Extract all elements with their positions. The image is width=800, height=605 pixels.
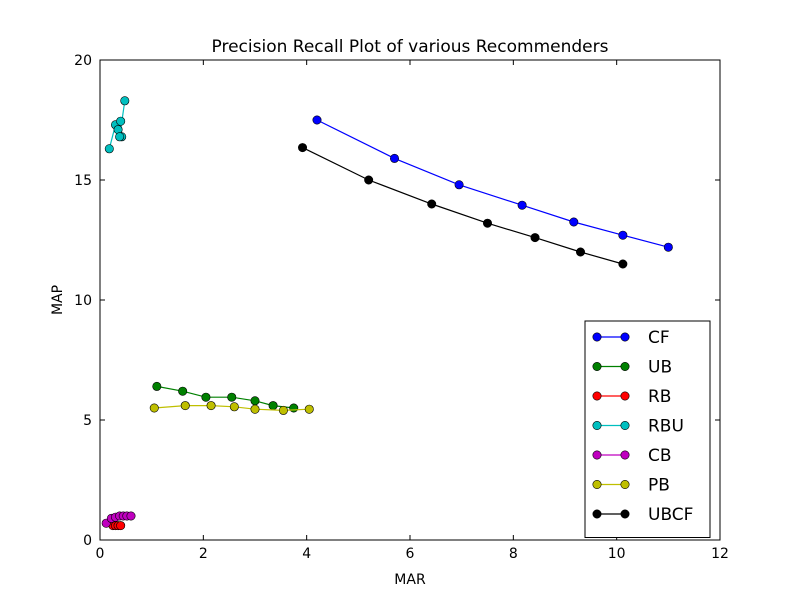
data-point [227, 392, 237, 402]
y-tick-label: 5 [83, 413, 92, 429]
legend-entry: PB [592, 476, 670, 496]
legend-marker [620, 450, 630, 460]
legend-label: UBCF [648, 505, 693, 525]
legend-entry: CF [592, 328, 670, 348]
data-point [289, 403, 299, 413]
data-point [312, 115, 322, 125]
data-point [116, 116, 126, 126]
x-tick-label: 4 [302, 546, 311, 562]
legend-marker [620, 509, 630, 519]
legend-label: RBU [648, 417, 684, 437]
data-point [250, 404, 260, 414]
data-point [618, 230, 628, 240]
data-point [454, 180, 464, 190]
data-point [201, 392, 211, 402]
x-tick-label: 6 [406, 546, 415, 562]
x-tick-label: 0 [96, 546, 105, 562]
legend-label: CF [648, 328, 670, 348]
x-tick-label: 12 [711, 546, 729, 562]
series-ub [152, 381, 299, 413]
series-rbu [104, 96, 130, 154]
data-point [298, 143, 308, 153]
legend-label: UB [648, 358, 672, 378]
data-point [304, 404, 314, 414]
legend-marker [592, 509, 602, 519]
x-tick-label: 2 [199, 546, 208, 562]
data-point [116, 521, 126, 531]
data-point [250, 396, 260, 406]
legend-label: PB [648, 476, 670, 496]
data-point [120, 96, 130, 106]
legend-marker [592, 479, 602, 489]
legend-marker [592, 391, 602, 401]
data-point [115, 132, 125, 142]
legend-box [584, 320, 711, 538]
legend: CF UB RB RBU CB PB UBCF [584, 320, 711, 538]
data-point [180, 401, 190, 411]
data-point [482, 218, 492, 228]
data-point [178, 386, 188, 396]
data-point [575, 247, 585, 257]
data-point [104, 144, 114, 154]
series-cf [312, 115, 673, 252]
legend-entry: UBCF [592, 505, 693, 525]
legend-marker [620, 361, 630, 371]
data-point [569, 217, 579, 227]
data-point [427, 199, 437, 209]
legend-entry: UB [592, 358, 672, 378]
ticks-layer: 0 2 4 6 8 10 12 0 5 10 15 20 [74, 53, 729, 562]
data-point [517, 200, 527, 210]
data-point [389, 153, 399, 163]
data-point [663, 242, 673, 252]
y-axis-label: MAP [50, 285, 66, 315]
legend-marker [592, 332, 602, 342]
legend-entry: RB [592, 387, 671, 407]
plot-layer [101, 96, 673, 531]
legend-marker [620, 332, 630, 342]
data-point [530, 233, 540, 243]
series-cb [101, 511, 136, 528]
legend-marker [620, 479, 630, 489]
series-ubcf [298, 143, 628, 269]
x-axis-label: MAR [394, 572, 426, 588]
data-point [152, 381, 162, 391]
x-tick-label: 8 [509, 546, 518, 562]
data-point [149, 403, 159, 413]
data-point [278, 405, 288, 415]
x-tick-label: 10 [608, 546, 626, 562]
data-point [126, 511, 136, 521]
y-tick-label: 15 [74, 173, 92, 189]
data-point [618, 259, 628, 269]
legend-marker [620, 391, 630, 401]
data-point [268, 401, 278, 411]
legend-marker [592, 420, 602, 430]
data-point [364, 175, 374, 185]
legend-marker [592, 361, 602, 371]
legend-marker [592, 450, 602, 460]
chart-title: Precision Recall Plot of various Recomme… [212, 37, 609, 57]
series-pb [149, 401, 314, 415]
y-tick-label: 0 [83, 533, 92, 549]
legend-label: CB [648, 446, 672, 466]
y-tick-label: 10 [74, 293, 92, 309]
legend-entry: CB [592, 446, 672, 466]
y-tick-label: 20 [74, 53, 92, 69]
data-point [229, 402, 239, 412]
legend-marker [620, 420, 630, 430]
data-point [206, 401, 216, 411]
series-line [302, 147, 624, 265]
legend-label: RB [648, 387, 671, 407]
legend-entry: RBU [592, 417, 684, 437]
